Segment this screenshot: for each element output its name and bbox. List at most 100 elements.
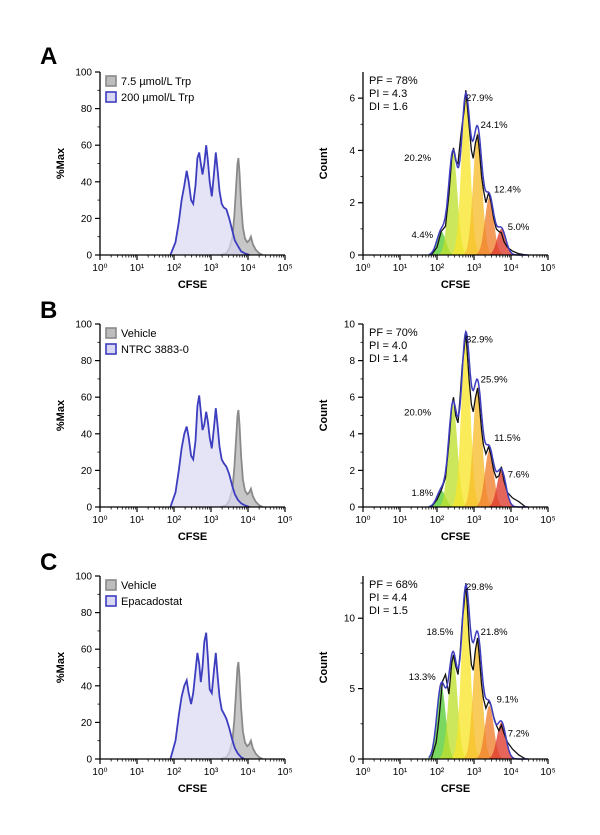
histogram-fill-control bbox=[220, 158, 263, 255]
x-tick-label: 10¹ bbox=[393, 515, 408, 526]
stat-label: PI = 4.3 bbox=[369, 88, 407, 100]
y-tick-label: 0 bbox=[349, 755, 355, 766]
y-tick-label: 10 bbox=[344, 320, 356, 331]
generation-percent-label: 13.3% bbox=[409, 672, 436, 683]
x-tick-label: 10¹ bbox=[130, 515, 145, 526]
generation-percent-label: 5.0% bbox=[508, 222, 530, 233]
x-tick-label: 10⁰ bbox=[92, 515, 107, 526]
y-tick-label: 80 bbox=[81, 608, 93, 619]
generation-percent-label: 21.8% bbox=[481, 627, 508, 638]
y-axis-label: %Max bbox=[55, 399, 67, 431]
y-tick-label: 6 bbox=[349, 393, 355, 404]
x-tick-label: 10² bbox=[430, 263, 445, 274]
y-tick-label: 80 bbox=[81, 356, 93, 367]
x-axis-label: CFSE bbox=[441, 783, 470, 795]
y-axis-label: %Max bbox=[55, 651, 67, 683]
x-axis-label: CFSE bbox=[178, 531, 207, 543]
x-tick-label: 10¹ bbox=[393, 263, 408, 274]
generation-peak-fill bbox=[463, 637, 492, 759]
x-tick-label: 10³ bbox=[204, 263, 219, 274]
stat-label: DI = 1.6 bbox=[369, 101, 408, 113]
y-axis-label: Count bbox=[318, 147, 330, 179]
y-tick-label: 20 bbox=[81, 466, 93, 477]
legend-swatch bbox=[105, 579, 117, 591]
y-tick-label: 100 bbox=[75, 572, 92, 583]
chart-a-left: 10⁰ 10¹ 10² 10³ 10⁴ 10⁵ 0 20 40 60 80 100 CFSE %Max 7.… bbox=[55, 68, 293, 292]
y-tick-label: 40 bbox=[81, 429, 93, 440]
chart-c-right: 10⁰ 10¹ 10² 10³ 10⁴ 10⁵ 0 5 10 CFSE Count PF = 68%P… bbox=[318, 576, 556, 795]
panel-letter-b: B bbox=[40, 297, 57, 324]
x-tick-label: 10⁵ bbox=[277, 767, 292, 778]
legend-swatch bbox=[105, 327, 117, 339]
x-tick-label: 10³ bbox=[467, 263, 482, 274]
generation-percent-label: 20.2% bbox=[404, 153, 431, 164]
generation-percent-label: 27.9% bbox=[466, 93, 493, 104]
y-tick-label: 5 bbox=[349, 684, 355, 695]
x-axis-label: CFSE bbox=[441, 531, 470, 543]
generation-percent-label: 29.8% bbox=[466, 582, 493, 593]
model-fit-line bbox=[428, 329, 528, 508]
x-tick-label: 10⁵ bbox=[277, 515, 292, 526]
generation-percent-label: 25.9% bbox=[481, 375, 508, 386]
generation-percent-label: 20.0% bbox=[404, 408, 431, 419]
x-axis-label: CFSE bbox=[178, 783, 207, 795]
y-tick-label: 100 bbox=[75, 320, 92, 331]
x-tick-label: 10⁴ bbox=[240, 263, 255, 274]
y-tick-label: 60 bbox=[81, 393, 93, 404]
x-tick-label: 10³ bbox=[467, 767, 482, 778]
y-tick-label: 20 bbox=[81, 214, 93, 225]
x-tick-label: 10⁴ bbox=[240, 767, 255, 778]
x-tick-label: 10⁵ bbox=[540, 767, 555, 778]
legend-label: Vehicle bbox=[121, 328, 156, 340]
stat-label: PF = 70% bbox=[369, 327, 418, 339]
y-tick-label: 0 bbox=[86, 251, 92, 262]
y-tick-label: 0 bbox=[86, 503, 92, 514]
stat-label: PF = 78% bbox=[369, 75, 418, 87]
y-tick-label: 60 bbox=[81, 645, 93, 656]
x-tick-label: 10³ bbox=[467, 515, 482, 526]
x-axis-label: CFSE bbox=[441, 279, 470, 291]
x-tick-label: 10² bbox=[430, 767, 445, 778]
x-tick-label: 10⁵ bbox=[540, 263, 555, 274]
x-axis-label: CFSE bbox=[178, 279, 207, 291]
histogram-line-treatment bbox=[169, 632, 245, 760]
y-tick-label: 40 bbox=[81, 177, 93, 188]
generation-peak-fill bbox=[475, 197, 504, 255]
x-tick-label: 10⁴ bbox=[240, 515, 255, 526]
model-fit-line bbox=[428, 91, 528, 256]
y-tick-label: 40 bbox=[81, 681, 93, 692]
generation-percent-label: 11.5% bbox=[494, 433, 521, 444]
x-tick-label: 10⁰ bbox=[355, 263, 370, 274]
stat-label: PF = 68% bbox=[369, 579, 418, 591]
panel-letter-a: A bbox=[40, 43, 57, 70]
measured-histogram-line bbox=[430, 582, 527, 760]
y-tick-label: 20 bbox=[81, 718, 93, 729]
generation-percent-label: 4.4% bbox=[411, 230, 433, 241]
histogram-line-treatment bbox=[169, 145, 250, 256]
generation-percent-label: 7.6% bbox=[508, 470, 530, 481]
x-tick-label: 10¹ bbox=[130, 263, 145, 274]
generation-percent-label: 7.2% bbox=[508, 728, 530, 739]
panel-letter-c: C bbox=[40, 549, 57, 576]
stat-label: PI = 4.4 bbox=[369, 592, 407, 604]
y-axis-label: Count bbox=[318, 399, 330, 431]
x-tick-label: 10⁴ bbox=[503, 767, 518, 778]
y-axis-label: Count bbox=[318, 651, 330, 683]
legend-swatch bbox=[105, 75, 117, 87]
histogram-fill-control bbox=[220, 662, 263, 759]
y-tick-label: 4 bbox=[349, 146, 355, 157]
y-tick-label: 6 bbox=[349, 94, 355, 105]
y-tick-label: 0 bbox=[349, 503, 355, 514]
x-tick-label: 10⁵ bbox=[540, 515, 555, 526]
y-tick-label: 100 bbox=[75, 68, 92, 79]
chart-b-left: 10⁰ 10¹ 10² 10³ 10⁴ 10⁵ 0 20 40 60 80 100 CFSE %Max Ve… bbox=[55, 320, 293, 544]
chart-a-right: 10⁰ 10¹ 10² 10³ 10⁴ 10⁵ 0 2 4 6 CFSE Count PF = 78%P… bbox=[318, 72, 556, 291]
y-tick-label: 2 bbox=[349, 198, 355, 209]
x-tick-label: 10⁰ bbox=[92, 767, 107, 778]
legend-swatch bbox=[105, 91, 117, 103]
y-tick-label: 0 bbox=[86, 755, 92, 766]
x-tick-label: 10¹ bbox=[393, 767, 408, 778]
x-tick-label: 10³ bbox=[204, 767, 219, 778]
generation-percent-label: 12.4% bbox=[494, 184, 521, 195]
